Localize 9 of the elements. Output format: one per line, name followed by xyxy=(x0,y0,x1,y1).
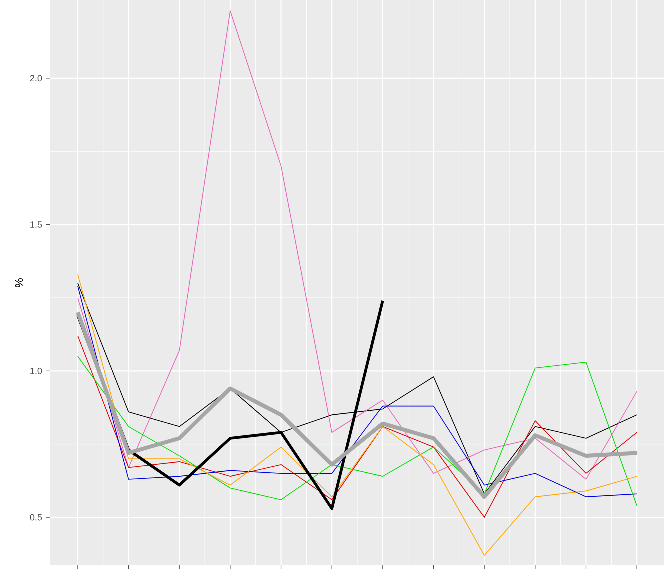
line-series xyxy=(78,274,638,556)
y-tick-label: 1.0 xyxy=(30,368,42,375)
line-series xyxy=(78,356,638,506)
line-series xyxy=(78,336,638,518)
y-axis-title: % xyxy=(15,278,24,288)
line-series xyxy=(78,10,638,480)
y-tick-label: 1.5 xyxy=(30,222,42,228)
y-tick-label: 2.0 xyxy=(30,75,42,82)
y-tick-label: 0.5 xyxy=(30,514,42,521)
